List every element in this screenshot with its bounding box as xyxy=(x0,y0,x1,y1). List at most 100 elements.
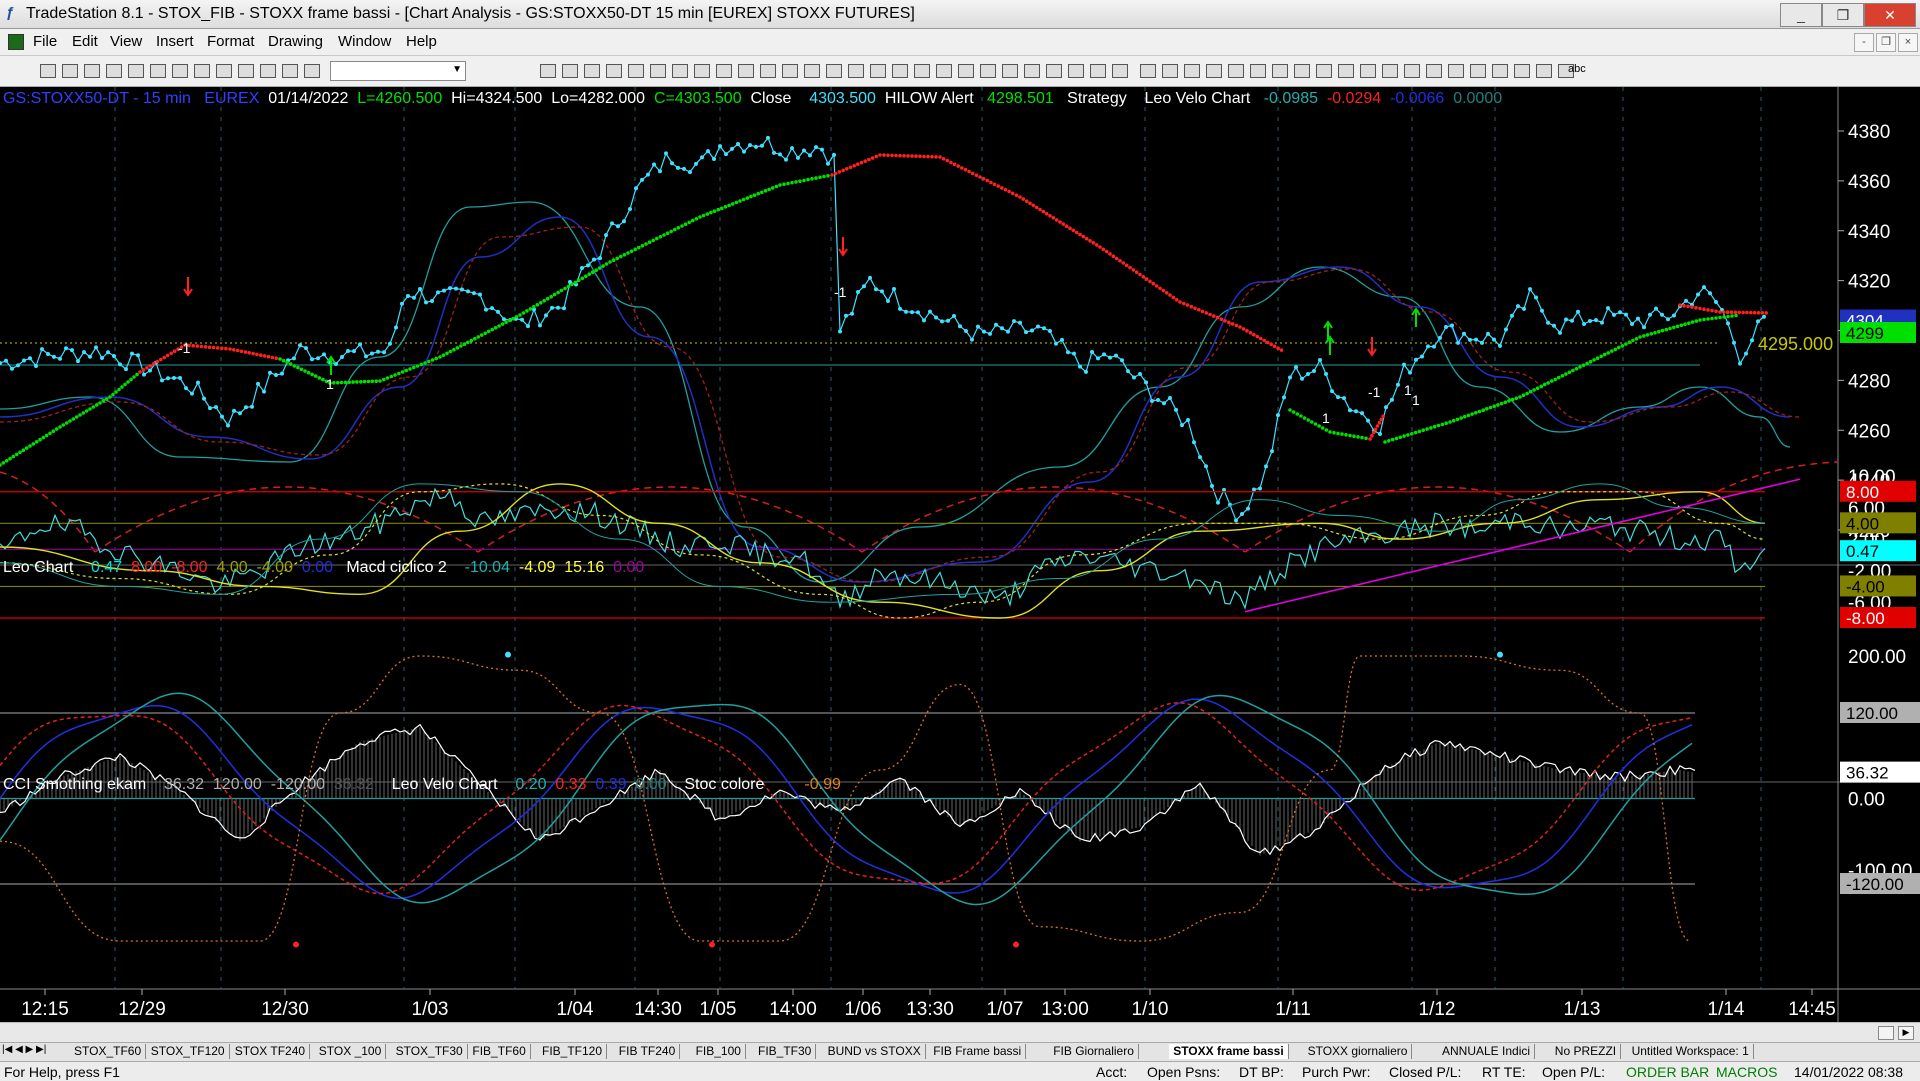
toolbar-tool-icon[interactable] xyxy=(1068,64,1084,78)
toolbar-tool-icon[interactable] xyxy=(1338,64,1354,78)
macros-button[interactable]: MACROS xyxy=(1716,1064,1778,1080)
workspace-tab[interactable]: STOX TF240 xyxy=(231,1044,311,1059)
toolbar-tool-icon[interactable] xyxy=(282,64,298,78)
toolbar-tool-icon[interactable] xyxy=(40,64,56,78)
toolbar-tool-icon[interactable] xyxy=(1514,64,1530,78)
toolbar-tool-icon[interactable] xyxy=(540,64,556,78)
mdi-minimize-button[interactable]: - xyxy=(1854,33,1874,52)
toolbar-tool-icon[interactable] xyxy=(1184,64,1200,78)
toolbar-tool-icon[interactable] xyxy=(804,64,820,78)
toolbar-tool-icon[interactable] xyxy=(194,64,210,78)
menu-drawing[interactable]: Drawing xyxy=(268,33,324,50)
toolbar-tool-icon[interactable] xyxy=(304,64,320,78)
menu-help[interactable]: Help xyxy=(406,33,437,50)
workspace-tab[interactable]: STOX_TF30 xyxy=(392,1044,468,1059)
toolbar-tool-icon[interactable] xyxy=(1360,64,1376,78)
toolbar-tool-icon[interactable] xyxy=(260,64,276,78)
toolbar-tool-icon[interactable] xyxy=(1024,64,1040,78)
menu-view[interactable]: View xyxy=(110,33,143,50)
toolbar-tool-icon[interactable] xyxy=(1316,64,1332,78)
workspace-tab[interactable]: BUND vs STOXX xyxy=(824,1044,926,1059)
toolbar-tool-icon[interactable] xyxy=(172,64,188,78)
toolbar-tool-icon[interactable] xyxy=(1470,64,1486,78)
menu-insert[interactable]: Insert xyxy=(156,33,194,50)
toolbar-tool-icon[interactable] xyxy=(1492,64,1508,78)
toolbar-tool-icon[interactable] xyxy=(848,64,864,78)
workspace-tab[interactable]: STOXX giornaliero xyxy=(1304,1044,1413,1059)
order-bar-button[interactable]: ORDER BAR xyxy=(1626,1064,1710,1080)
toolbar-tool-icon[interactable] xyxy=(782,64,798,78)
workspace-tab[interactable]: STOX_TF60 xyxy=(70,1044,147,1059)
toolbar-tool-icon[interactable] xyxy=(738,64,754,78)
workspace-tab[interactable]: STOX_TF120 xyxy=(147,1044,230,1059)
mdi-close-button[interactable]: × xyxy=(1898,33,1918,52)
toolbar-tool-icon[interactable] xyxy=(892,64,908,78)
toolbar-tool-icon[interactable] xyxy=(870,64,886,78)
toolbar-tool-icon[interactable] xyxy=(914,64,930,78)
toolbar-tool-icon[interactable] xyxy=(1426,64,1442,78)
toolbar-tool-icon[interactable] xyxy=(1162,64,1178,78)
chart-analysis-window[interactable]: 438043604340432043004280426042404220-11-… xyxy=(0,87,1920,1022)
menu-file[interactable]: File xyxy=(33,33,58,50)
toolbar-tool-icon[interactable] xyxy=(1228,64,1244,78)
workspace-tab[interactable]: STOXX frame bassi xyxy=(1169,1044,1289,1059)
toolbar-tool-icon[interactable] xyxy=(694,64,710,78)
minimize-button[interactable]: _ xyxy=(1780,3,1822,27)
toolbar-tool-icon[interactable] xyxy=(1382,64,1398,78)
toolbar-combo[interactable]: ▼ xyxy=(330,61,466,81)
tab-nav-arrows-icon[interactable]: |◀ ◀ ▶ ▶| xyxy=(2,1044,47,1055)
toolbar-tool-icon[interactable] xyxy=(1002,64,1018,78)
chart-scrollbar[interactable]: ▶ xyxy=(0,1022,1920,1043)
workspace-tab[interactable]: FIB Giornaliero xyxy=(1049,1044,1139,1059)
toolbar-tool-icon[interactable] xyxy=(62,64,78,78)
menu-format[interactable]: Format xyxy=(207,33,255,50)
toolbar-tool-icon[interactable] xyxy=(84,64,100,78)
workspace-tab[interactable]: Untitled Workspace: 1 xyxy=(1628,1044,1754,1059)
toolbar-tool-icon[interactable] xyxy=(562,64,578,78)
workspace-tab[interactable]: FIB_TF120 xyxy=(538,1044,608,1059)
close-button[interactable]: ✕ xyxy=(1864,3,1916,27)
toolbar-tool-icon[interactable] xyxy=(936,64,952,78)
workspace-tab[interactable]: No PREZZI xyxy=(1551,1044,1622,1059)
toolbar-tool-icon[interactable] xyxy=(150,64,166,78)
toolbar-tool-icon[interactable] xyxy=(106,64,122,78)
toolbar-tool-icon[interactable] xyxy=(128,64,144,78)
toolbar-tool-icon[interactable] xyxy=(1536,64,1552,78)
toolbar-tool-icon[interactable] xyxy=(826,64,842,78)
chart-canvas[interactable]: 438043604340432043004280426042404220-11-… xyxy=(0,87,1920,1022)
menu-window[interactable]: Window xyxy=(338,33,392,50)
toolbar-tool-icon[interactable] xyxy=(672,64,688,78)
scroll-thumb[interactable] xyxy=(1878,1026,1894,1040)
toolbar-tool-icon[interactable] xyxy=(958,64,974,78)
tradestation-app-icon[interactable]: ƒ xyxy=(6,4,15,21)
toolbar-tool-icon[interactable] xyxy=(1090,64,1106,78)
toolbar-tool-icon[interactable] xyxy=(1206,64,1222,78)
toolbar-tool-icon[interactable] xyxy=(980,64,996,78)
restore-button[interactable]: ❐ xyxy=(1822,3,1864,27)
toolbar-tool-icon[interactable] xyxy=(650,64,666,78)
toolbar-tool-icon[interactable] xyxy=(628,64,644,78)
menu-edit[interactable]: Edit xyxy=(72,33,98,50)
mdi-restore-button[interactable]: ❐ xyxy=(1876,33,1896,52)
workspace-tab[interactable]: ANNUALE Indici xyxy=(1438,1044,1536,1059)
text-tool-button[interactable]: abc xyxy=(1568,63,1586,75)
toolbar-tool-icon[interactable] xyxy=(1272,64,1288,78)
toolbar-tool-icon[interactable] xyxy=(1404,64,1420,78)
toolbar-tool-icon[interactable] xyxy=(716,64,732,78)
workspace-tab[interactable]: FIB_TF60 xyxy=(468,1044,531,1059)
workspace-tab[interactable]: STOX _100 xyxy=(315,1044,387,1059)
toolbar-tool-icon[interactable] xyxy=(606,64,622,78)
workspace-tab[interactable]: FIB_TF30 xyxy=(754,1044,817,1059)
toolbar-tool-icon[interactable] xyxy=(1294,64,1310,78)
toolbar-tool-icon[interactable] xyxy=(1112,64,1128,78)
toolbar-tool-icon[interactable] xyxy=(238,64,254,78)
toolbar-tool-icon[interactable] xyxy=(1046,64,1062,78)
scroll-right-arrow-icon[interactable]: ▶ xyxy=(1898,1026,1914,1040)
workspace-tab[interactable]: FIB_100 xyxy=(692,1044,746,1059)
workspace-tab[interactable]: FIB Frame bassi xyxy=(929,1044,1027,1059)
toolbar-tool-icon[interactable] xyxy=(1448,64,1464,78)
toolbar-tool-icon[interactable] xyxy=(1140,64,1156,78)
toolbar-tool-icon[interactable] xyxy=(216,64,232,78)
chart-window-icon[interactable] xyxy=(8,34,24,50)
workspace-tab[interactable]: FIB TF240 xyxy=(615,1044,681,1059)
